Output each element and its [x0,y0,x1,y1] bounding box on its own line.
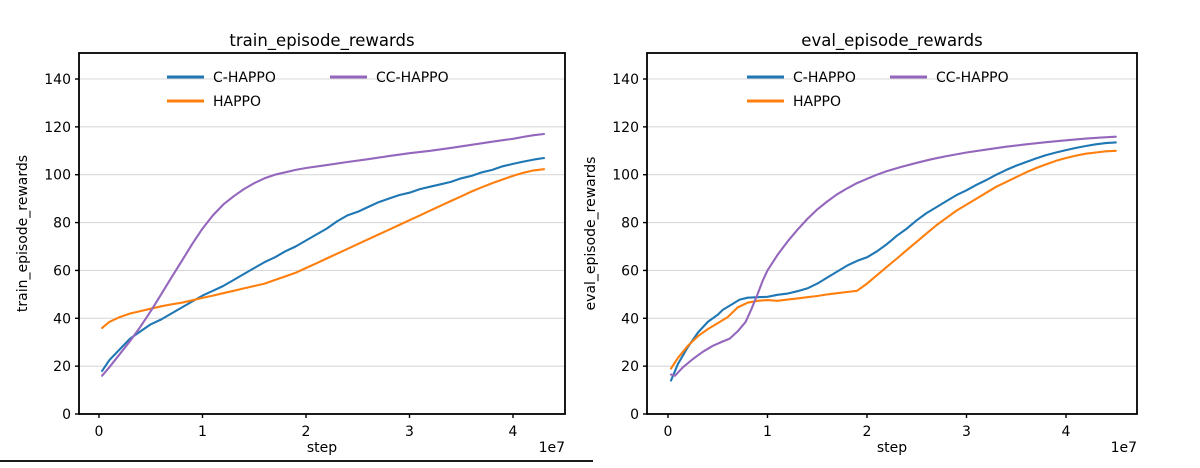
series-line-c-happo [101,156,546,372]
y-tick-label: 100 [44,168,71,184]
x-tick-label: 1 [763,424,772,440]
y-tick-label: 20 [621,359,639,375]
y-tick-label: 140 [44,72,71,88]
x-tick-label: 3 [962,424,971,440]
x-axis-offset-label: 1e7 [539,440,565,456]
legend-label-c-happo: C-HAPPO [213,70,276,86]
x-axis-label: step [307,440,337,456]
legend-label-cc-happo: CC-HAPPO [936,70,1009,86]
partial-bottom-border [0,460,593,462]
x-tick-label: 0 [95,424,104,440]
series-line-c-happo [669,141,1117,382]
series-line-happo [669,149,1117,370]
x-tick-label: 2 [302,424,311,440]
axes-frame [646,52,1138,415]
x-tick-label: 0 [664,424,673,440]
x-axis-offset-label: 1e7 [1111,440,1137,456]
series-line-happo [101,168,546,329]
y-tick-label: 40 [621,311,639,327]
y-tick-label: 60 [621,263,639,279]
x-axis-label: step [877,440,907,456]
y-tick-label: 80 [53,216,71,232]
legend-label-c-happo: C-HAPPO [793,70,856,86]
y-tick-label: 120 [44,120,71,136]
y-tick-label: 100 [612,168,639,184]
y-axis-label: eval_episode_rewards [583,157,599,311]
y-tick-label: 60 [53,263,71,279]
chart-title: eval_episode_rewards [801,31,982,51]
y-tick-label: 140 [612,72,639,88]
y-tick-label: 120 [612,120,639,136]
y-tick-label: 80 [621,216,639,232]
x-tick-label: 4 [1062,424,1071,440]
x-tick-label: 4 [509,424,518,440]
x-tick-label: 1 [198,424,207,440]
y-tick-label: 20 [53,359,71,375]
series-line-cc-happo [101,132,546,377]
x-tick-label: 3 [405,424,414,440]
y-tick-label: 0 [62,407,71,423]
y-tick-label: 40 [53,311,71,327]
x-tick-label: 2 [863,424,872,440]
y-tick-label: 0 [630,407,639,423]
y-axis-label: train_episode_rewards [15,155,31,312]
series-line-cc-happo [669,135,1117,377]
legend-label-happo: HAPPO [213,94,261,110]
axes-frame [78,52,566,415]
chart-title: train_episode_rewards [229,31,414,51]
legend-label-happo: HAPPO [793,94,841,110]
legend-label-cc-happo: CC-HAPPO [376,70,449,86]
